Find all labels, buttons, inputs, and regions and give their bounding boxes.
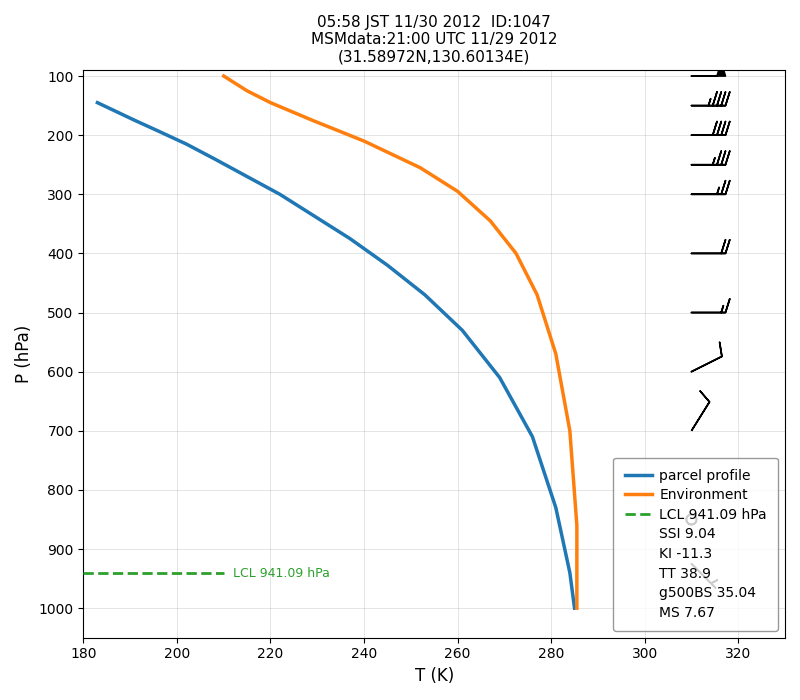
- Title: 05:58 JST 11/30 2012  ID:1047
MSMdata:21:00 UTC 11/29 2012
(31.58972N,130.60134E: 05:58 JST 11/30 2012 ID:1047 MSMdata:21:…: [311, 15, 558, 65]
- Y-axis label: P (hPa): P (hPa): [15, 325, 33, 383]
- X-axis label: T (K): T (K): [414, 667, 454, 685]
- Text: LCL 941.09 hPa: LCL 941.09 hPa: [233, 567, 330, 580]
- Legend: parcel profile, Environment, LCL 941.09 hPa, SSI 9.04, KI -11.3, TT 38.9, g500BS: parcel profile, Environment, LCL 941.09 …: [614, 458, 778, 631]
